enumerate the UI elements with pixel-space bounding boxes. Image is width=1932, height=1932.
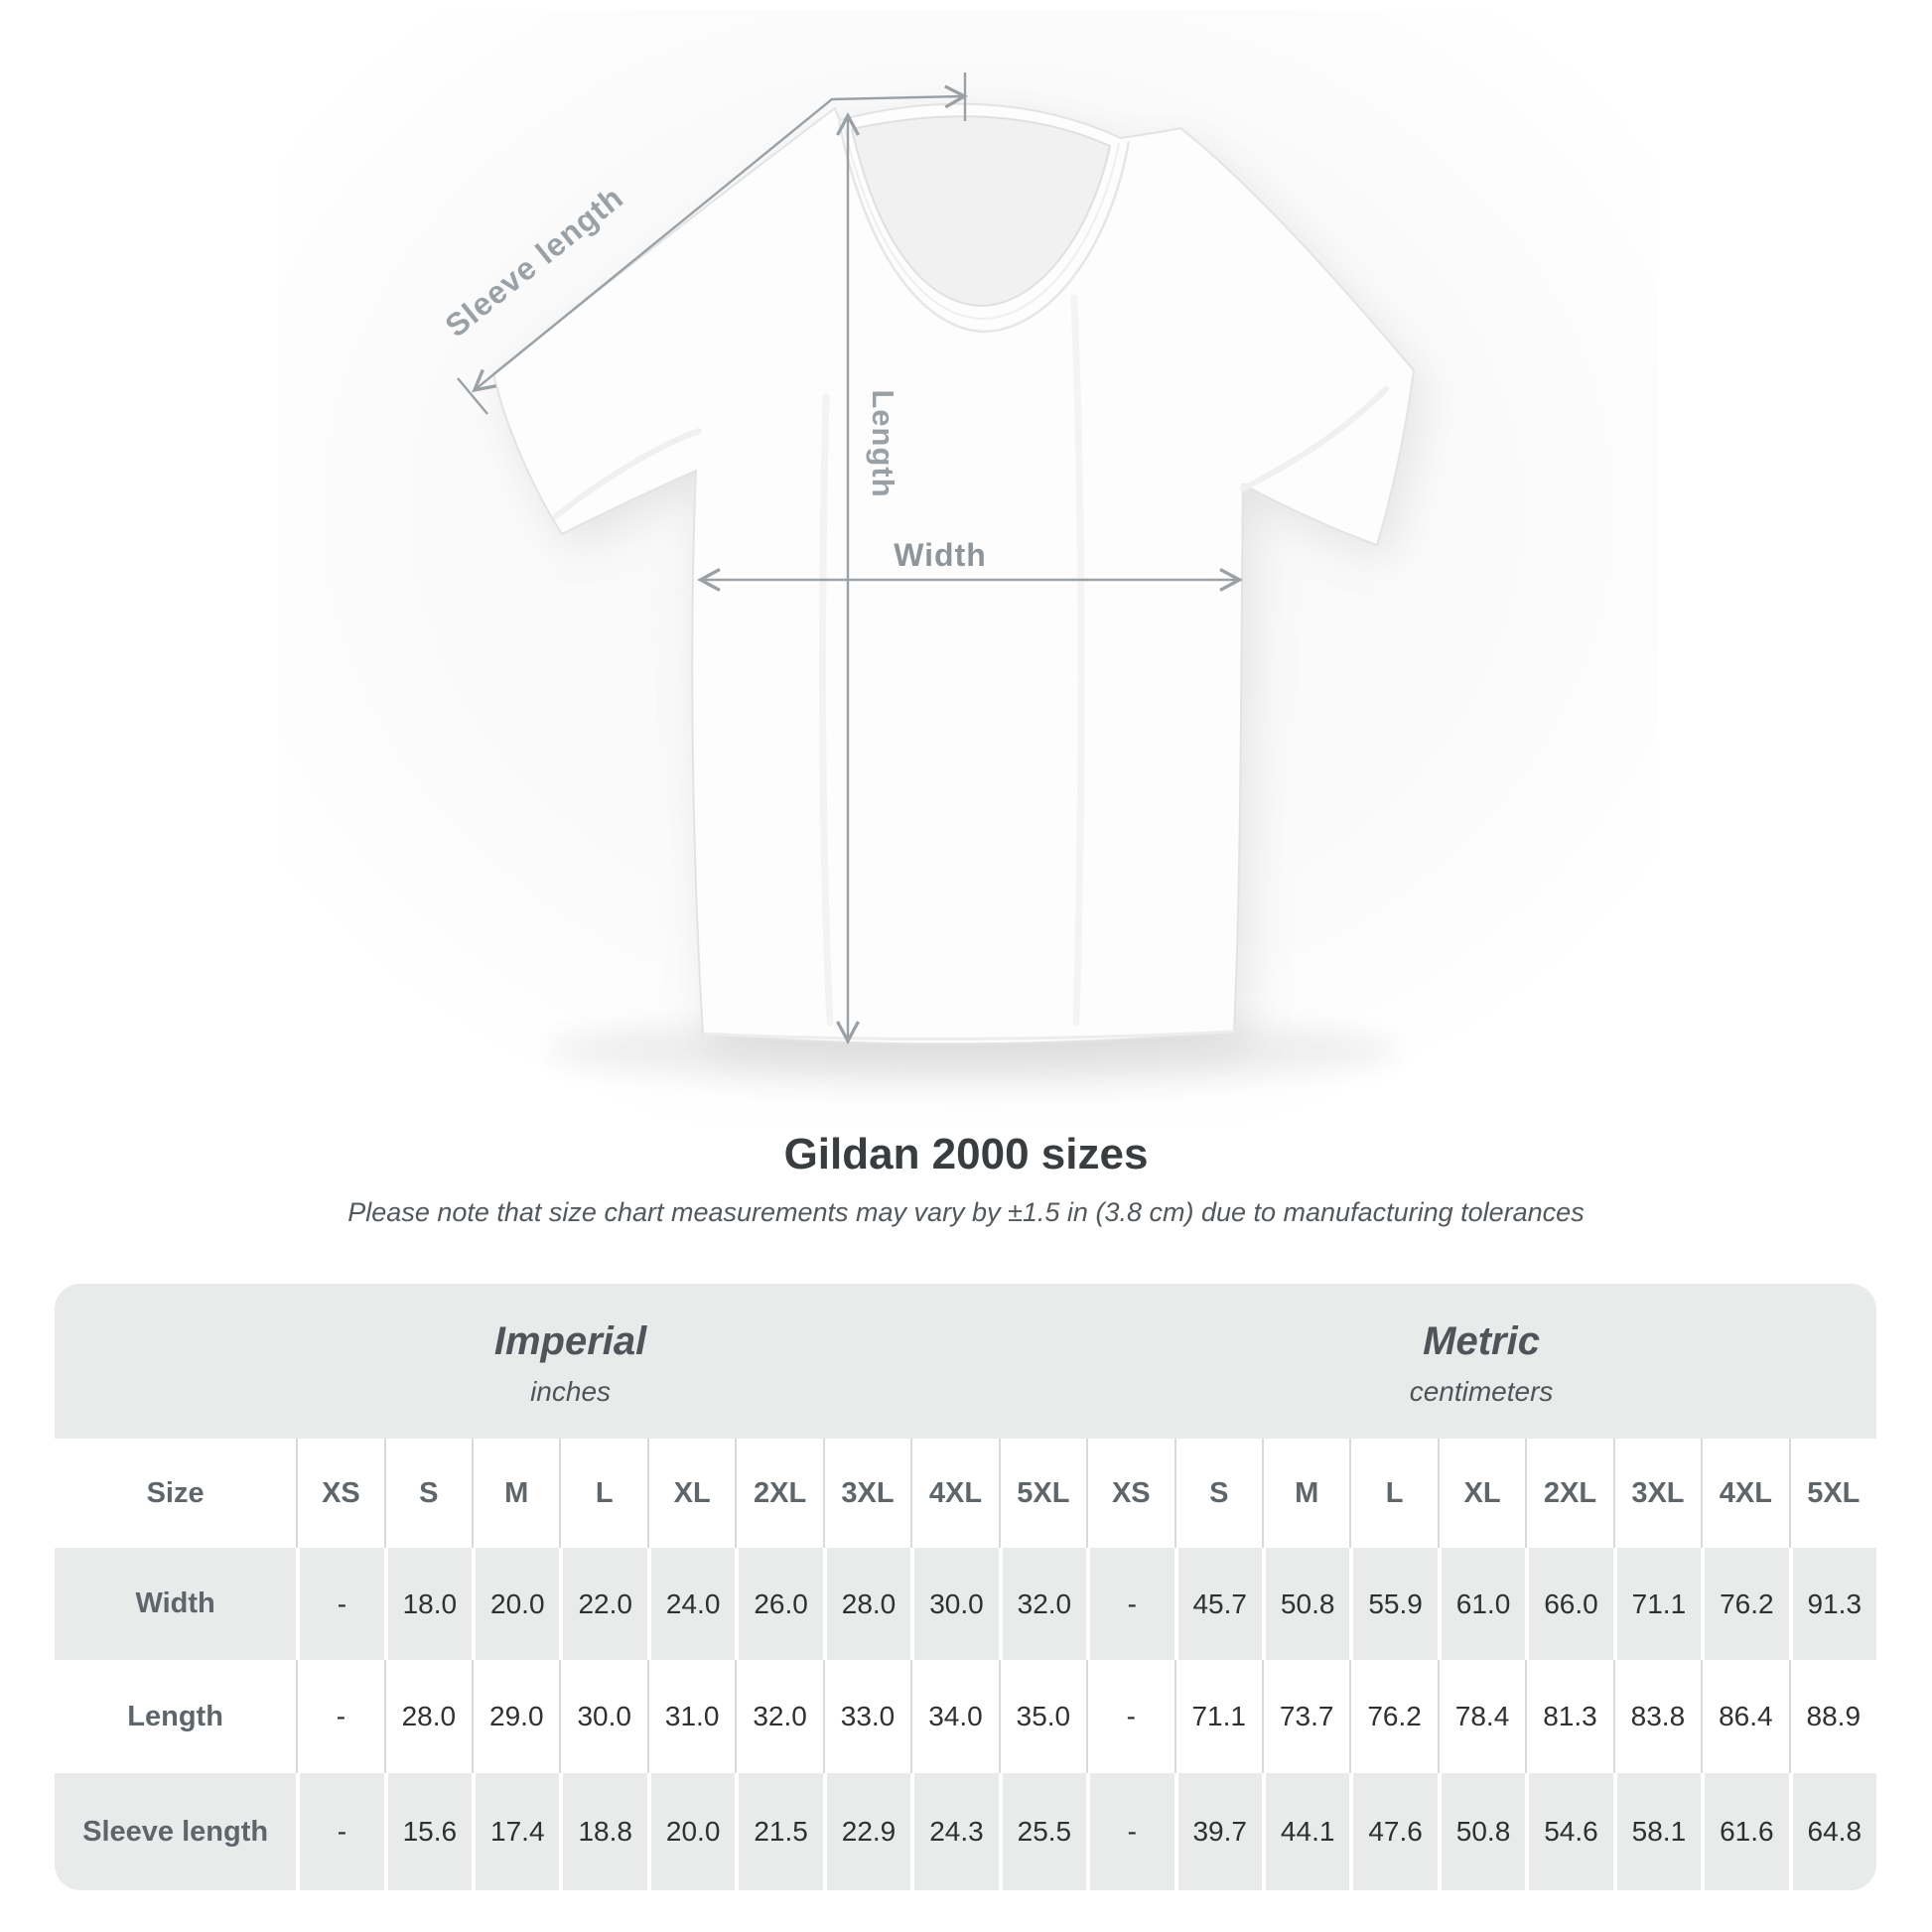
value-cell: 78.4 bbox=[1437, 1660, 1526, 1773]
value-cell: 55.9 bbox=[1349, 1548, 1438, 1660]
value-cell: 61.6 bbox=[1701, 1773, 1789, 1890]
sleeve-length-row: Sleeve length - 15.6 17.4 18.8 20.0 21.5… bbox=[55, 1773, 1876, 1890]
value-cell: - bbox=[296, 1548, 384, 1660]
value-cell: 30.0 bbox=[559, 1660, 647, 1773]
value-cell: 66.0 bbox=[1525, 1548, 1613, 1660]
size-header-cell: XL bbox=[1437, 1439, 1526, 1548]
value-cell: 83.8 bbox=[1612, 1660, 1702, 1773]
value-cell: 24.3 bbox=[910, 1773, 999, 1890]
size-header-cell: 4XL bbox=[1701, 1439, 1789, 1548]
value-cell: 20.0 bbox=[646, 1773, 736, 1890]
value-cell: 39.7 bbox=[1173, 1773, 1262, 1890]
measurement-annotations bbox=[457, 72, 1243, 1044]
value-cell: 32.0 bbox=[735, 1660, 823, 1773]
tshirt-diagram: Sleeve length Length Width bbox=[278, 10, 1658, 1122]
value-cell: 30.0 bbox=[910, 1548, 999, 1660]
value-cell: 76.2 bbox=[1701, 1548, 1789, 1660]
row-label: Width bbox=[55, 1548, 297, 1660]
value-cell: 47.6 bbox=[1349, 1773, 1438, 1890]
size-header-cell: 3XL bbox=[1612, 1439, 1702, 1548]
size-header-cell: 2XL bbox=[1525, 1439, 1613, 1548]
size-header-cell: M bbox=[1261, 1439, 1350, 1548]
value-cell: 58.1 bbox=[1612, 1773, 1702, 1890]
value-cell: 18.0 bbox=[383, 1548, 473, 1660]
metric-group-header: Metric centimeters bbox=[1086, 1284, 1876, 1439]
value-cell: 88.9 bbox=[1788, 1660, 1876, 1773]
value-cell: 45.7 bbox=[1173, 1548, 1262, 1660]
value-cell: 21.5 bbox=[735, 1773, 823, 1890]
value-cell: 34.0 bbox=[910, 1660, 999, 1773]
value-cell: 35.0 bbox=[998, 1660, 1087, 1773]
size-header-cell: XS bbox=[296, 1439, 384, 1548]
value-cell: - bbox=[1086, 1548, 1174, 1660]
value-cell: 33.0 bbox=[822, 1660, 911, 1773]
value-cell: 64.8 bbox=[1788, 1773, 1876, 1890]
value-cell: - bbox=[1086, 1773, 1174, 1890]
value-cell: 50.8 bbox=[1437, 1773, 1526, 1890]
size-column-header: Size bbox=[55, 1439, 297, 1548]
unit-group-header-row: Imperial inches Metric centimeters bbox=[55, 1284, 1876, 1439]
size-header-cell: 5XL bbox=[1788, 1439, 1876, 1548]
value-cell: 17.4 bbox=[472, 1773, 560, 1890]
value-cell: 26.0 bbox=[735, 1548, 823, 1660]
imperial-group-header: Imperial inches bbox=[55, 1284, 1086, 1439]
value-cell: 50.8 bbox=[1261, 1548, 1350, 1660]
sleeve-length-arrow bbox=[472, 84, 968, 393]
value-cell: 20.0 bbox=[472, 1548, 560, 1660]
value-cell: 25.5 bbox=[998, 1773, 1087, 1890]
value-cell: 24.0 bbox=[646, 1548, 736, 1660]
size-header-cell: 5XL bbox=[998, 1439, 1087, 1548]
size-header-cell: 4XL bbox=[910, 1439, 999, 1548]
size-header-cell: S bbox=[383, 1439, 473, 1548]
size-header-row: Size XS S M L XL 2XL 3XL 4XL 5XL XS S M … bbox=[55, 1439, 1876, 1548]
value-cell: 28.0 bbox=[383, 1660, 473, 1773]
value-cell: - bbox=[296, 1773, 384, 1890]
value-cell: 22.9 bbox=[822, 1773, 911, 1890]
value-cell: 61.0 bbox=[1437, 1548, 1526, 1660]
tolerance-note: Please note that size chart measurements… bbox=[347, 1197, 1585, 1227]
size-header-cell: M bbox=[472, 1439, 560, 1548]
size-header-cell: XL bbox=[646, 1439, 736, 1548]
value-cell: 54.6 bbox=[1525, 1773, 1613, 1890]
size-header-cell: S bbox=[1173, 1439, 1262, 1548]
size-header-cell: L bbox=[559, 1439, 647, 1548]
size-header-cell: 3XL bbox=[822, 1439, 911, 1548]
size-header-cell: 2XL bbox=[735, 1439, 823, 1548]
imperial-unit: inches bbox=[530, 1375, 612, 1407]
value-cell: 15.6 bbox=[383, 1773, 473, 1890]
value-cell: 91.3 bbox=[1788, 1548, 1876, 1660]
value-cell: 28.0 bbox=[822, 1548, 911, 1660]
value-cell: 71.1 bbox=[1612, 1548, 1702, 1660]
value-cell: - bbox=[1086, 1660, 1174, 1773]
row-label: Sleeve length bbox=[55, 1773, 297, 1890]
value-cell: 18.8 bbox=[559, 1773, 647, 1890]
value-cell: 86.4 bbox=[1701, 1660, 1789, 1773]
sleeve-end-tick bbox=[457, 377, 488, 415]
value-cell: 71.1 bbox=[1173, 1660, 1262, 1773]
value-cell: 32.0 bbox=[998, 1548, 1087, 1660]
width-row: Width - 18.0 20.0 22.0 24.0 26.0 28.0 30… bbox=[55, 1548, 1876, 1660]
size-table: Imperial inches Metric centimeters Size … bbox=[55, 1284, 1876, 1890]
length-label: Length bbox=[866, 389, 900, 497]
value-cell: - bbox=[296, 1660, 384, 1773]
value-cell: 31.0 bbox=[646, 1660, 736, 1773]
page-title: Gildan 2000 sizes bbox=[783, 1130, 1149, 1178]
value-cell: 73.7 bbox=[1261, 1660, 1350, 1773]
row-label: Length bbox=[55, 1660, 297, 1773]
imperial-label: Imperial bbox=[493, 1318, 647, 1363]
value-cell: 81.3 bbox=[1525, 1660, 1613, 1773]
metric-label: Metric bbox=[1423, 1318, 1540, 1363]
length-row: Length - 28.0 29.0 30.0 31.0 32.0 33.0 3… bbox=[55, 1660, 1876, 1773]
value-cell: 22.0 bbox=[559, 1548, 647, 1660]
size-header-cell: L bbox=[1349, 1439, 1438, 1548]
value-cell: 44.1 bbox=[1261, 1773, 1350, 1890]
size-header-cell: XS bbox=[1086, 1439, 1174, 1548]
width-label: Width bbox=[894, 537, 987, 573]
metric-unit: centimeters bbox=[1409, 1375, 1554, 1407]
value-cell: 29.0 bbox=[472, 1660, 560, 1773]
value-cell: 76.2 bbox=[1349, 1660, 1438, 1773]
